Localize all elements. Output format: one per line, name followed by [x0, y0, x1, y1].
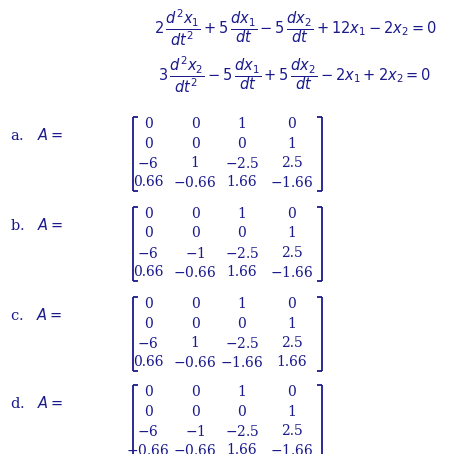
Text: 0: 0	[144, 385, 153, 399]
Text: 1: 1	[287, 137, 296, 150]
Text: 1.66: 1.66	[226, 176, 257, 189]
Text: 0: 0	[191, 137, 199, 150]
Text: 0: 0	[238, 137, 246, 150]
Text: 1: 1	[238, 117, 246, 131]
Text: 2.5: 2.5	[281, 424, 303, 438]
Text: $-$1.66: $-$1.66	[270, 265, 314, 280]
Text: 0: 0	[144, 117, 153, 131]
Text: 1: 1	[191, 336, 199, 350]
Text: 0.66: 0.66	[133, 266, 163, 280]
Text: 0: 0	[238, 227, 246, 241]
Text: $-$0.66: $-$0.66	[173, 443, 217, 454]
Text: $2\,\dfrac{d^2x_1}{dt^2} + 5\,\dfrac{dx_1}{dt} - 5\,\dfrac{dx_2}{dt} + 12x_1 - 2: $2\,\dfrac{d^2x_1}{dt^2} + 5\,\dfrac{dx_…	[154, 8, 436, 48]
Text: 2.5: 2.5	[281, 156, 303, 170]
Text: b.   $A=$: b. $A=$	[10, 217, 63, 233]
Text: 0: 0	[144, 227, 153, 241]
Text: 0.66: 0.66	[133, 176, 163, 189]
Text: 0: 0	[288, 207, 296, 221]
Text: 0: 0	[288, 297, 296, 311]
Text: $-$1.66: $-$1.66	[220, 355, 264, 370]
Text: c.   $A=$: c. $A=$	[10, 307, 62, 323]
Text: $-$1: $-$1	[185, 246, 205, 261]
Text: 1: 1	[287, 405, 296, 419]
Text: $-$2.5: $-$2.5	[225, 156, 259, 171]
Text: $-$0.66: $-$0.66	[173, 175, 217, 190]
Text: 0: 0	[288, 117, 296, 131]
Text: 1: 1	[191, 156, 199, 170]
Text: 1.66: 1.66	[226, 266, 257, 280]
Text: 0: 0	[238, 405, 246, 419]
Text: $-$0.66: $-$0.66	[173, 265, 217, 280]
Text: $-$1.66: $-$1.66	[270, 443, 314, 454]
Text: $-$6: $-$6	[137, 424, 159, 439]
Text: 0: 0	[191, 227, 199, 241]
Text: 0: 0	[191, 207, 199, 221]
Text: $-$0.66: $-$0.66	[173, 355, 217, 370]
Text: 0: 0	[191, 297, 199, 311]
Text: $-$2.5: $-$2.5	[225, 424, 259, 439]
Text: 0: 0	[144, 316, 153, 331]
Text: $-$1.66: $-$1.66	[270, 175, 314, 190]
Text: 1: 1	[287, 227, 296, 241]
Text: $-$6: $-$6	[137, 246, 159, 261]
Text: d.   $A=$: d. $A=$	[10, 395, 63, 411]
Text: 0: 0	[288, 385, 296, 399]
Text: $-$2.5: $-$2.5	[225, 336, 259, 350]
Text: 1: 1	[238, 297, 246, 311]
Text: 0: 0	[144, 137, 153, 150]
Text: $-$6: $-$6	[137, 336, 159, 350]
Text: 1.66: 1.66	[226, 444, 257, 454]
Text: 2.5: 2.5	[281, 246, 303, 260]
Text: 1: 1	[238, 385, 246, 399]
Text: a.   $A=$: a. $A=$	[10, 127, 63, 143]
Text: 0: 0	[191, 316, 199, 331]
Text: $-$2.5: $-$2.5	[225, 246, 259, 261]
Text: 0: 0	[191, 117, 199, 131]
Text: 1: 1	[287, 316, 296, 331]
Text: $3\,\dfrac{d^2x_2}{dt^2} - 5\,\dfrac{dx_1}{dt} + 5\,\dfrac{dx_2}{dt} - 2x_1 + 2x: $3\,\dfrac{d^2x_2}{dt^2} - 5\,\dfrac{dx_…	[159, 54, 432, 95]
Text: 2.5: 2.5	[281, 336, 303, 350]
Text: $-$6: $-$6	[137, 156, 159, 171]
Text: 1: 1	[238, 207, 246, 221]
Text: $-$1: $-$1	[185, 424, 205, 439]
Text: 1.66: 1.66	[277, 355, 307, 370]
Text: 0: 0	[144, 405, 153, 419]
Text: 0.66: 0.66	[133, 355, 163, 370]
Text: 0: 0	[144, 207, 153, 221]
Text: 0: 0	[144, 297, 153, 311]
Text: 0: 0	[191, 385, 199, 399]
Text: $-$0.66: $-$0.66	[126, 443, 170, 454]
Text: 0: 0	[191, 405, 199, 419]
Text: 0: 0	[238, 316, 246, 331]
